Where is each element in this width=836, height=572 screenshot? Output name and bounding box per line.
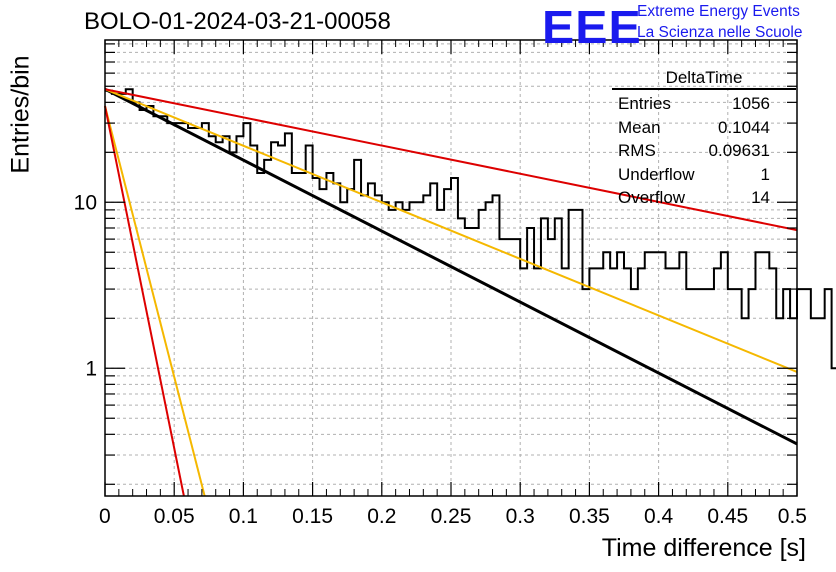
y-tick-label: 10 [74, 191, 97, 214]
axis-ticks [104, 40, 798, 496]
stats-box: DeltaTime Entries 1056 Mean 0.1044 RMS 0.09… [612, 68, 796, 210]
logo-line-2: La Scienza nelle Scuole [637, 24, 803, 41]
x-tick-label: 0.45 [707, 505, 748, 528]
run-title: BOLO-01-2024-03-21-00058 [84, 8, 391, 35]
logo-line-1: Extreme Energy Events [637, 3, 800, 20]
grid-lines [104, 40, 798, 496]
x-tick-label: 0.05 [154, 505, 195, 528]
x-tick-label: 0.1 [229, 505, 258, 528]
fit-curves [104, 87, 798, 497]
eee-logo: EEE [542, 1, 642, 53]
histogram-outline [105, 88, 836, 370]
x-tick-label: 0.3 [506, 505, 535, 528]
stats-divider [612, 88, 796, 90]
stats-row-entries: Entries 1056 [618, 94, 770, 113]
stats-row-underflow: Underflow 1 [618, 164, 770, 184]
stats-title: DeltaTime [665, 68, 743, 87]
histogram-series [105, 88, 836, 370]
y-axis-label: Entries/bin [6, 55, 35, 174]
x-tick-label: 0.25 [431, 505, 472, 528]
fit-line-4 [104, 105, 185, 497]
fit-line-1 [104, 88, 798, 373]
fit-line-0 [104, 87, 798, 446]
stats-row-rms: RMS 0.09631 [618, 141, 770, 160]
x-tick-label: 0.2 [367, 505, 396, 528]
x-tick-label: 0.4 [644, 505, 674, 528]
fit-line-2 [104, 88, 798, 232]
tick-labels: 0 0.05 0.1 0.15 0.2 0.25 0.3 0.35 0.4 0.45 0.5 1 10 [74, 191, 807, 528]
x-tick-label: 0.15 [292, 505, 333, 528]
fit-line-3 [104, 105, 206, 497]
x-tick-label: 0 [99, 505, 111, 528]
x-tick-label: 0.35 [569, 505, 610, 528]
x-tick-label: 0.5 [778, 505, 807, 528]
stats-row-overflow: Overflow 14 [618, 188, 770, 207]
y-tick-label: 1 [85, 357, 97, 380]
stats-row-mean: Mean 0.1044 [618, 117, 770, 137]
x-axis-label: Time difference [s] [601, 534, 806, 562]
